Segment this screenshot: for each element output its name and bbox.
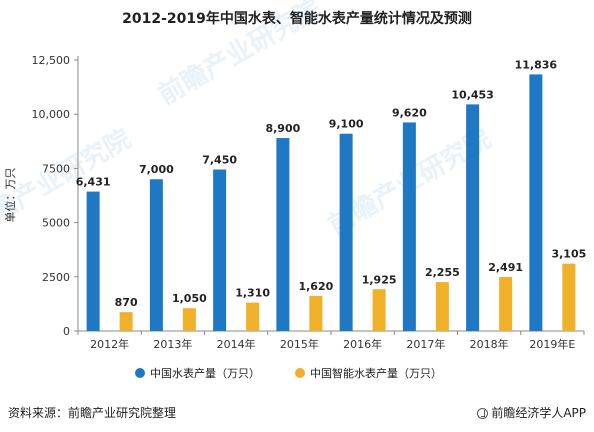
bar-water-meter: [529, 74, 543, 332]
y-tick-label: 10,000: [32, 108, 71, 121]
data-label: 9,100: [329, 118, 364, 131]
bar-water-meter: [339, 133, 353, 331]
legend-marker: [135, 368, 145, 378]
legend-marker: [295, 368, 305, 378]
data-label: 9,620: [392, 106, 427, 119]
y-tick-label: 0: [63, 325, 70, 338]
chart-title: 2012-2019年中国水表、智能水表产量统计情况及预测: [122, 11, 472, 27]
y-tick-label: 12,500: [32, 54, 71, 67]
bar-smart-water-meter: [309, 295, 323, 331]
source-note: 资料来源：前瞻产业研究院整理: [8, 406, 177, 420]
data-label: 2,491: [488, 261, 523, 274]
bar-smart-water-meter: [372, 289, 386, 331]
x-tick-label: 2019年E: [529, 337, 575, 351]
x-tick-label: 2018年: [470, 337, 509, 351]
bar-water-meter: [466, 104, 480, 331]
x-tick-label: 2012年: [90, 337, 129, 351]
watermark-text-1: 前瞻产业研究院: [153, 0, 326, 111]
data-label: 6,431: [76, 176, 111, 189]
legend-label: 中国水表产量（万只）: [150, 366, 260, 380]
y-tick-label: 5000: [42, 217, 70, 230]
data-label: 870: [115, 296, 138, 309]
data-label: 7,450: [202, 153, 237, 166]
y-axis-label: 单位：万只: [3, 168, 17, 223]
bar-water-meter: [402, 122, 416, 331]
x-tick-label: 2016年: [343, 337, 382, 351]
bar-smart-water-meter: [499, 276, 513, 331]
data-label: 1,310: [235, 287, 270, 300]
data-label: 11,836: [515, 58, 558, 71]
brand-name: 前瞻经济学人APP: [491, 406, 586, 420]
data-label: 7,000: [139, 163, 174, 176]
x-tick-label: 2017年: [406, 337, 445, 351]
bar-smart-water-meter: [562, 263, 576, 331]
bar-smart-water-meter: [246, 302, 260, 331]
bar-smart-water-meter: [182, 308, 196, 331]
data-label: 1,050: [172, 292, 207, 305]
x-tick-label: 2014年: [217, 337, 256, 351]
bar-water-meter: [149, 179, 163, 331]
data-label: 1,925: [362, 273, 397, 286]
bar-smart-water-meter: [119, 312, 133, 331]
qianzhan-logo-icon: [477, 408, 489, 419]
data-label: 2,255: [425, 266, 460, 279]
bar-water-meter: [213, 169, 227, 331]
bar-water-meter: [86, 191, 100, 331]
bar-smart-water-meter: [435, 282, 449, 331]
watermark: 前瞻产业研究院 前瞻产业研究院 前瞻产业研究院: [0, 0, 496, 241]
x-tick-label: 2015年: [280, 337, 319, 351]
data-label: 3,105: [551, 248, 586, 261]
y-tick-label: 2500: [42, 271, 70, 284]
x-tick-label: 2013年: [153, 337, 192, 351]
y-tick-label: 7500: [42, 162, 70, 175]
legend-label: 中国智能水表产量（万只）: [310, 366, 442, 380]
data-label: 8,900: [265, 122, 300, 135]
data-label: 10,453: [451, 88, 493, 101]
data-label: 1,620: [298, 280, 333, 293]
bar-water-meter: [276, 138, 290, 331]
brand-credit: 前瞻经济学人APP: [477, 404, 586, 421]
